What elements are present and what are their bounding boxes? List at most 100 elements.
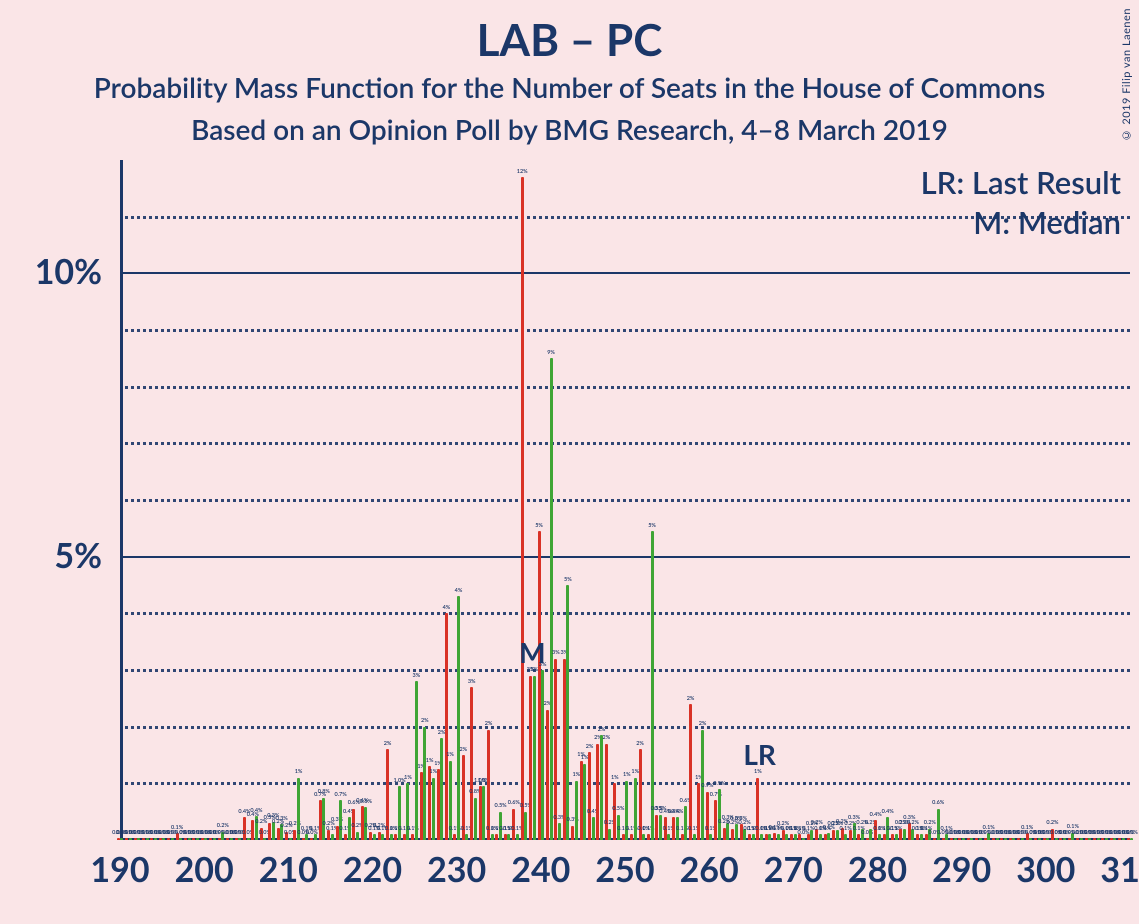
bar-series-a bbox=[773, 833, 776, 840]
bar-value-label: 1% bbox=[631, 770, 639, 776]
bar-series-a bbox=[1009, 838, 1012, 840]
bar-series-a bbox=[378, 832, 381, 841]
bar-value-label: 2% bbox=[598, 728, 606, 734]
bar-series-a bbox=[916, 834, 919, 840]
bar-series-b bbox=[642, 834, 645, 840]
bar-series-a bbox=[142, 838, 145, 840]
bar-series-b bbox=[1012, 838, 1015, 840]
bar-series-a bbox=[504, 834, 507, 840]
bar-value-label: 2% bbox=[687, 697, 695, 703]
bar-series-b bbox=[752, 834, 755, 840]
bar-series-b bbox=[844, 834, 847, 840]
bar-value-label: 0.9% bbox=[713, 782, 725, 788]
bar-series-b bbox=[381, 834, 384, 840]
bar-value-label: 0.4% bbox=[882, 810, 894, 816]
bar-series-a bbox=[226, 838, 229, 840]
bar-value-label: 3% bbox=[413, 674, 421, 680]
bar-value-label: 2% bbox=[636, 742, 644, 748]
bar-series-b bbox=[314, 834, 317, 840]
bar-series-a bbox=[697, 783, 700, 840]
bar-series-b bbox=[1130, 838, 1133, 840]
bar-value-label: 4% bbox=[455, 589, 463, 595]
bar-series-b bbox=[146, 838, 149, 840]
bar-series-a bbox=[588, 752, 591, 840]
bar-series-b bbox=[667, 834, 670, 840]
bar-series-a bbox=[159, 838, 162, 840]
bar-series-a bbox=[647, 834, 650, 840]
bar-series-b bbox=[583, 764, 586, 841]
bar-series-b bbox=[390, 834, 393, 840]
bar-series-a bbox=[942, 838, 945, 840]
bar-value-label: 1% bbox=[429, 770, 437, 776]
bar-series-a bbox=[218, 838, 221, 840]
gridline-minor bbox=[120, 669, 1130, 672]
bar-series-b bbox=[423, 727, 426, 840]
x-tick-label: 300 bbox=[1016, 849, 1075, 890]
gridline-minor bbox=[120, 386, 1130, 389]
bar-series-b bbox=[819, 834, 822, 840]
bar-series-b bbox=[533, 676, 536, 840]
bar-series-b bbox=[1097, 838, 1100, 840]
bar-series-b bbox=[1021, 838, 1024, 840]
bar-series-a bbox=[992, 838, 995, 840]
bar-series-a bbox=[319, 800, 322, 840]
gridline-minor bbox=[120, 216, 1130, 219]
bar-series-a bbox=[310, 838, 313, 840]
bar-series-b bbox=[1063, 838, 1066, 840]
bar-series-a bbox=[857, 834, 860, 840]
bar-value-label: 3% bbox=[530, 668, 538, 674]
bar-series-a bbox=[201, 838, 204, 840]
gridline-minor bbox=[120, 726, 1130, 729]
bar-series-a bbox=[975, 838, 978, 840]
subtitle-2: Based on an Opinion Poll by BMG Research… bbox=[0, 112, 1139, 146]
bar-series-b bbox=[457, 596, 460, 840]
bar-series-b bbox=[507, 834, 510, 840]
bar-series-b bbox=[1004, 838, 1007, 840]
bar-series-b bbox=[558, 823, 561, 840]
bar-series-a bbox=[445, 613, 448, 840]
chart-plot-area: 5%10%19020021022023024025026027028029030… bbox=[120, 160, 1130, 840]
bar-series-b bbox=[920, 834, 923, 840]
bar-series-a bbox=[453, 834, 456, 840]
bar-series-a bbox=[268, 823, 271, 840]
x-tick-label: 220 bbox=[343, 849, 402, 890]
bar-series-b bbox=[651, 531, 654, 840]
bar-series-a bbox=[596, 744, 599, 840]
bar-series-a bbox=[394, 834, 397, 840]
bar-series-a bbox=[487, 730, 490, 841]
bar-series-a bbox=[622, 834, 625, 840]
bar-series-b bbox=[1046, 838, 1049, 840]
bar-series-a bbox=[411, 834, 414, 840]
bar-value-label: 0.4% bbox=[250, 809, 262, 815]
bar-value-label: 0.7% bbox=[335, 793, 347, 799]
bar-series-a bbox=[630, 834, 633, 840]
bar-series-b bbox=[230, 838, 233, 840]
y-tick-label: 10% bbox=[35, 251, 102, 292]
bar-series-b bbox=[440, 738, 443, 840]
bar-series-a bbox=[883, 834, 886, 840]
bar-series-b bbox=[768, 834, 771, 840]
bar-value-label: 2% bbox=[421, 719, 429, 725]
bar-series-a bbox=[899, 829, 902, 840]
bar-value-label: 0.4% bbox=[671, 810, 683, 816]
bar-series-b bbox=[162, 838, 165, 840]
bar-series-a bbox=[1068, 838, 1071, 840]
bar-series-b bbox=[1038, 838, 1041, 840]
marker-last-result: LR bbox=[743, 740, 776, 768]
bar-value-label: 0.4% bbox=[870, 813, 882, 819]
bar-series-b bbox=[962, 838, 965, 840]
bar-series-b bbox=[954, 838, 957, 840]
bar-series-b bbox=[348, 817, 351, 840]
bar-series-b bbox=[465, 834, 468, 840]
bar-series-b bbox=[474, 798, 477, 841]
bar-series-b bbox=[154, 838, 157, 840]
bar-value-label: 2% bbox=[485, 722, 493, 728]
bar-series-b bbox=[1029, 838, 1032, 840]
bar-series-b bbox=[331, 834, 334, 840]
bar-series-a bbox=[479, 786, 482, 840]
bar-value-label: 3% bbox=[552, 651, 560, 657]
bar-series-a bbox=[563, 659, 566, 840]
bar-series-a bbox=[428, 766, 431, 840]
bar-series-b bbox=[827, 833, 830, 840]
bar-series-b bbox=[171, 838, 174, 840]
